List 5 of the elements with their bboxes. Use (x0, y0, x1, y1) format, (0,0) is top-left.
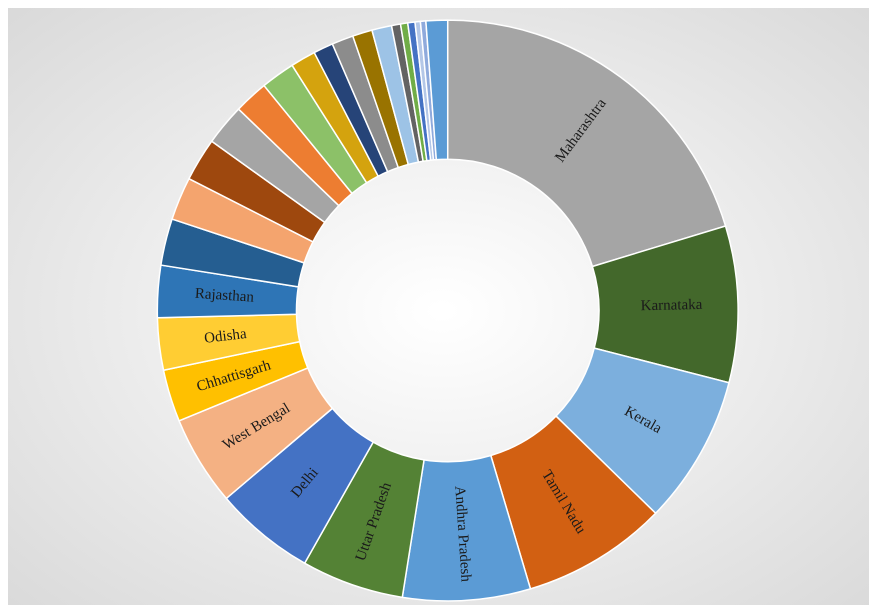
slice-label: Uttar Pradesh (352, 480, 396, 564)
slice-label: Karnataka (640, 296, 703, 314)
slice-label: Rajasthan (194, 286, 255, 306)
slice-label: Andhra Pradesh (451, 485, 474, 583)
slice-label: Odisha (203, 326, 248, 347)
